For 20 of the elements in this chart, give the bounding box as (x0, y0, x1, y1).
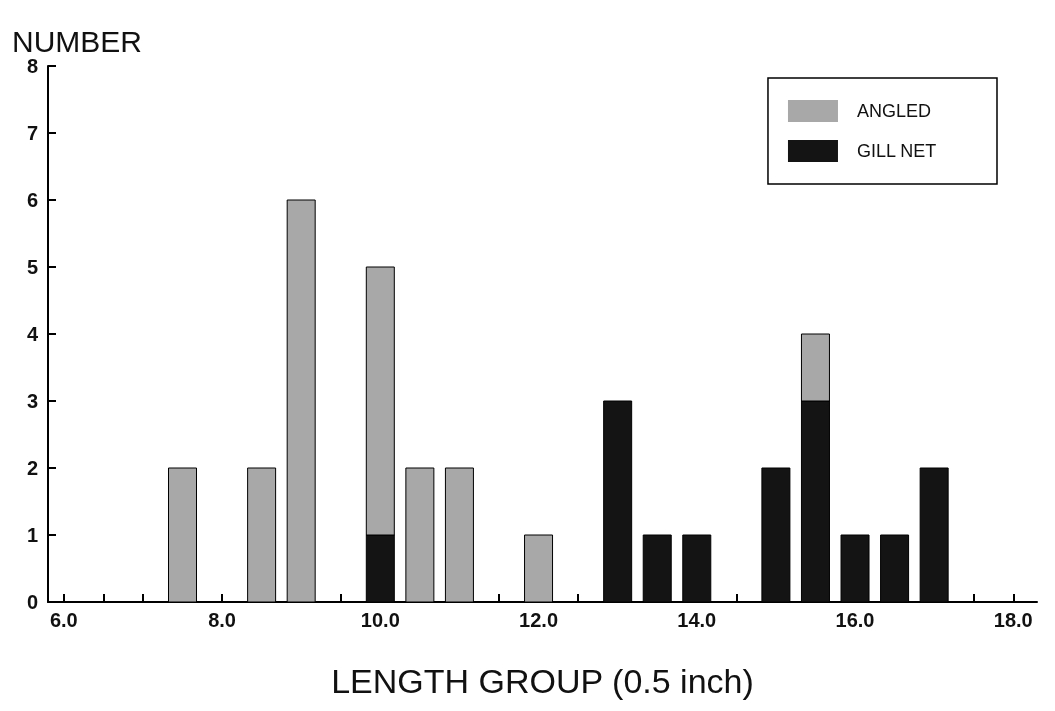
x-axis-title: LENGTH GROUP (0.5 inch) (331, 662, 754, 700)
y-tick-label: 0 (26, 591, 38, 613)
y-tick-label: 4 (26, 323, 39, 345)
y-tick-label: 6 (26, 189, 38, 211)
y-tick-label: 2 (26, 457, 38, 479)
legend-label: ANGLED (856, 101, 932, 121)
y-tick-label: 8 (26, 55, 38, 77)
y-axis-title: NUMBER (12, 24, 143, 58)
x-tick-label: 16.0 (835, 609, 875, 631)
legend-label: GILL NET (856, 141, 937, 161)
y-tick-label: 5 (26, 256, 38, 278)
y-tick-label: 1 (26, 524, 38, 546)
x-tick-label: 8.0 (208, 609, 236, 631)
x-tick-label: 6.0 (49, 609, 78, 631)
y-tick-label: 3 (26, 390, 38, 412)
x-tick-label: 14.0 (677, 609, 717, 631)
x-tick-label: 18.0 (993, 609, 1033, 631)
x-tick-label: 10.0 (360, 609, 400, 631)
x-tick-label: 12.0 (519, 609, 559, 631)
y-tick-label: 7 (26, 122, 38, 144)
